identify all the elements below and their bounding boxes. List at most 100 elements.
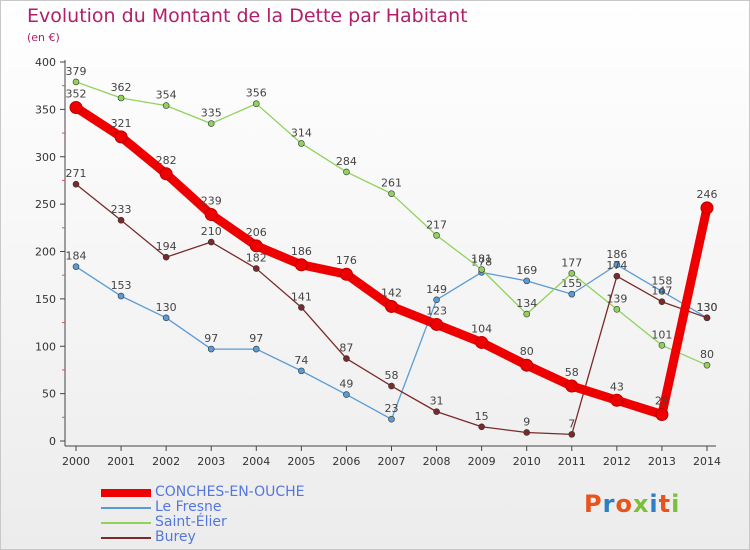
data-label: 80 <box>700 348 714 361</box>
data-point <box>117 216 125 224</box>
data-label: 74 <box>294 354 308 367</box>
x-tick-label: 2014 <box>693 455 721 468</box>
data-point <box>339 267 353 281</box>
data-point <box>658 342 666 349</box>
data-point <box>69 100 83 114</box>
data-point <box>162 314 170 322</box>
data-point <box>478 266 485 273</box>
data-point <box>523 429 531 436</box>
data-point <box>703 361 711 369</box>
data-label: 123 <box>426 304 447 317</box>
data-point <box>568 290 576 298</box>
data-point <box>114 130 128 144</box>
data-label: 239 <box>201 195 222 208</box>
data-point <box>388 382 395 390</box>
logo-letter: x <box>632 490 650 518</box>
data-point <box>655 407 669 421</box>
x-tick-label: 2009 <box>468 455 496 468</box>
proxiti-logo: Proxiti <box>584 490 680 518</box>
data-point <box>430 317 444 331</box>
data-point <box>343 168 350 176</box>
data-point <box>207 120 215 127</box>
data-label: 58 <box>385 369 399 382</box>
legend-label: Le Fresne <box>155 499 222 515</box>
data-point <box>249 239 263 253</box>
logo-letter: i <box>649 490 659 518</box>
data-label: 246 <box>697 188 718 201</box>
data-point <box>520 358 534 372</box>
data-point <box>298 367 305 375</box>
data-label: 177 <box>561 256 582 269</box>
y-tick-label: 50 <box>42 388 56 401</box>
data-label: 155 <box>561 277 582 290</box>
data-label: 356 <box>246 87 267 100</box>
data-point <box>433 232 440 239</box>
data-label: 362 <box>111 81 132 94</box>
x-tick-label: 2002 <box>152 455 180 468</box>
x-tick-label: 2003 <box>197 455 225 468</box>
data-label: 261 <box>381 177 402 190</box>
data-label: 184 <box>66 250 87 263</box>
data-point <box>433 408 440 415</box>
data-point <box>162 102 170 109</box>
data-label: 130 <box>156 301 177 314</box>
data-point <box>658 287 666 295</box>
data-label: 210 <box>201 225 222 238</box>
y-tick-label: 200 <box>35 246 56 259</box>
data-point <box>343 355 350 362</box>
data-label: 271 <box>66 167 87 180</box>
data-point <box>610 393 624 407</box>
y-tick-label: 100 <box>35 340 56 353</box>
data-point <box>72 78 80 86</box>
data-point <box>207 345 215 353</box>
data-point <box>613 272 621 280</box>
data-label: 174 <box>606 259 627 272</box>
y-tick-label: 0 <box>49 435 56 448</box>
data-point <box>700 201 714 215</box>
data-point <box>565 379 579 393</box>
y-tick-label: 350 <box>35 103 56 116</box>
data-point <box>207 238 215 246</box>
data-point <box>388 415 395 423</box>
data-label: 97 <box>249 332 263 345</box>
data-label: 101 <box>651 328 672 341</box>
data-label: 321 <box>111 117 132 130</box>
legend-swatch <box>101 489 151 497</box>
logo-letter: t <box>658 490 672 518</box>
data-label: 49 <box>339 378 353 391</box>
data-point <box>523 310 531 318</box>
data-label: 379 <box>66 65 87 78</box>
legend-label: CONCHES-EN-OUCHE <box>155 484 305 500</box>
data-label: 158 <box>651 274 672 287</box>
data-point <box>159 167 173 181</box>
data-label: 141 <box>291 290 312 303</box>
logo-letter: i <box>671 490 681 518</box>
x-tick-label: 2012 <box>603 455 631 468</box>
data-point <box>433 296 440 304</box>
data-point <box>298 140 305 147</box>
y-tick-label: 300 <box>35 151 56 164</box>
data-point <box>294 258 308 272</box>
data-point <box>385 299 398 313</box>
data-label: 87 <box>339 342 353 355</box>
data-label: 335 <box>201 107 222 120</box>
data-label: 352 <box>66 87 87 100</box>
x-tick-label: 2013 <box>648 455 676 468</box>
data-label: 28 <box>655 394 669 407</box>
data-label: 354 <box>156 89 177 102</box>
data-label: 104 <box>471 322 492 335</box>
data-label: 134 <box>516 297 537 310</box>
data-label: 284 <box>336 155 357 168</box>
data-label: 15 <box>475 410 489 423</box>
legend-swatch <box>101 507 151 509</box>
data-label: 43 <box>610 380 624 393</box>
legend-label: Burey <box>155 529 196 545</box>
data-label: 206 <box>246 226 267 239</box>
unit-label: (en €) <box>27 31 60 44</box>
data-label: 169 <box>516 264 537 277</box>
x-tick-label: 2005 <box>287 455 315 468</box>
data-point <box>204 208 218 222</box>
data-point <box>252 100 260 107</box>
data-label: 176 <box>336 254 357 267</box>
x-tick-label: 2011 <box>558 455 586 468</box>
